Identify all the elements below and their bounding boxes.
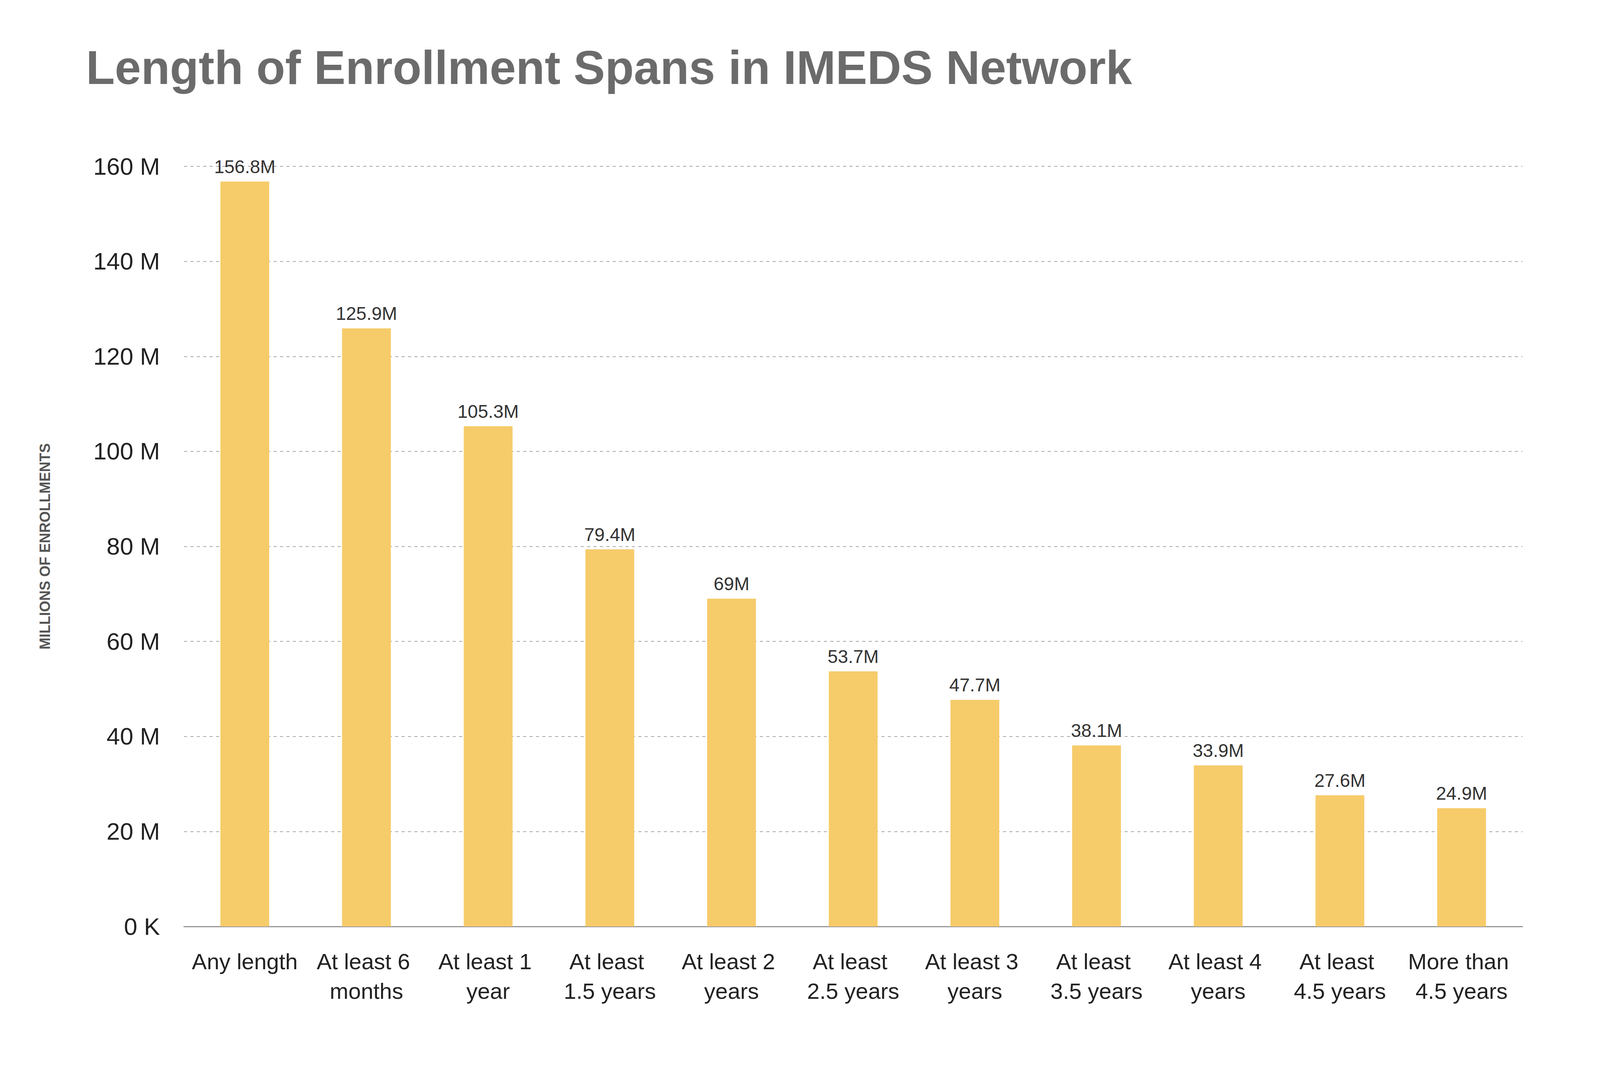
svg-text:160 M: 160 M (93, 153, 160, 180)
svg-text:20 M: 20 M (106, 818, 160, 845)
svg-text:years: years (704, 978, 760, 1004)
svg-text:125.9M: 125.9M (335, 303, 398, 324)
svg-text:4.5 years: 4.5 years (1293, 978, 1386, 1004)
svg-text:At least 4: At least 4 (1168, 948, 1269, 975)
svg-text:More than: More than (1408, 948, 1516, 975)
svg-text:24.9M: 24.9M (1436, 783, 1488, 804)
svg-text:At least: At least (569, 948, 651, 975)
svg-text:1.5 years: 1.5 years (563, 978, 656, 1004)
svg-text:MILLIONS OF ENROLLMENTS: MILLIONS OF ENROLLMENTS (36, 443, 54, 650)
svg-text:Any length: Any length (191, 948, 298, 975)
svg-text:79.4M: 79.4M (584, 524, 636, 546)
svg-text:At least: At least (1056, 948, 1137, 975)
svg-text:At least: At least (812, 948, 894, 975)
svg-text:38.1M: 38.1M (1070, 720, 1123, 742)
svg-text:At least 2: At least 2 (681, 948, 782, 975)
svg-text:4.5 years: 4.5 years (1415, 978, 1508, 1004)
svg-text:53.7M: 53.7M (827, 646, 879, 668)
svg-text:120 M: 120 M (93, 343, 160, 370)
svg-text:At least 3: At least 3 (924, 948, 1025, 975)
svg-text:105.3M: 105.3M (457, 401, 519, 422)
svg-text:80 M: 80 M (106, 533, 160, 560)
svg-text:40 M: 40 M (106, 723, 160, 750)
svg-text:At least: At least (1299, 948, 1381, 975)
svg-text:33.9M: 33.9M (1192, 740, 1244, 762)
svg-text:years: years (947, 978, 1003, 1004)
svg-text:years: years (1190, 978, 1246, 1004)
svg-text:60 M: 60 M (106, 628, 160, 656)
svg-text:100 M: 100 M (93, 437, 160, 465)
svg-text:140 M: 140 M (93, 247, 160, 275)
svg-text:69M: 69M (713, 573, 750, 595)
svg-text:At least 1: At least 1 (438, 948, 538, 975)
svg-text:3.5 years: 3.5 years (1050, 978, 1143, 1004)
svg-text:At least 6: At least 6 (316, 948, 417, 975)
svg-text:27.6M: 27.6M (1314, 770, 1366, 792)
svg-text:47.7M: 47.7M (949, 674, 1001, 696)
svg-text:months: months (329, 978, 404, 1004)
svg-text:0 K: 0 K (123, 913, 160, 941)
svg-text:year: year (466, 978, 510, 1004)
svg-text:Length of Enrollment Spans in: Length of Enrollment Spans in IMEDS Netw… (85, 41, 1133, 94)
svg-text:2.5 years: 2.5 years (806, 978, 899, 1004)
svg-text:156.8M: 156.8M (213, 156, 276, 178)
